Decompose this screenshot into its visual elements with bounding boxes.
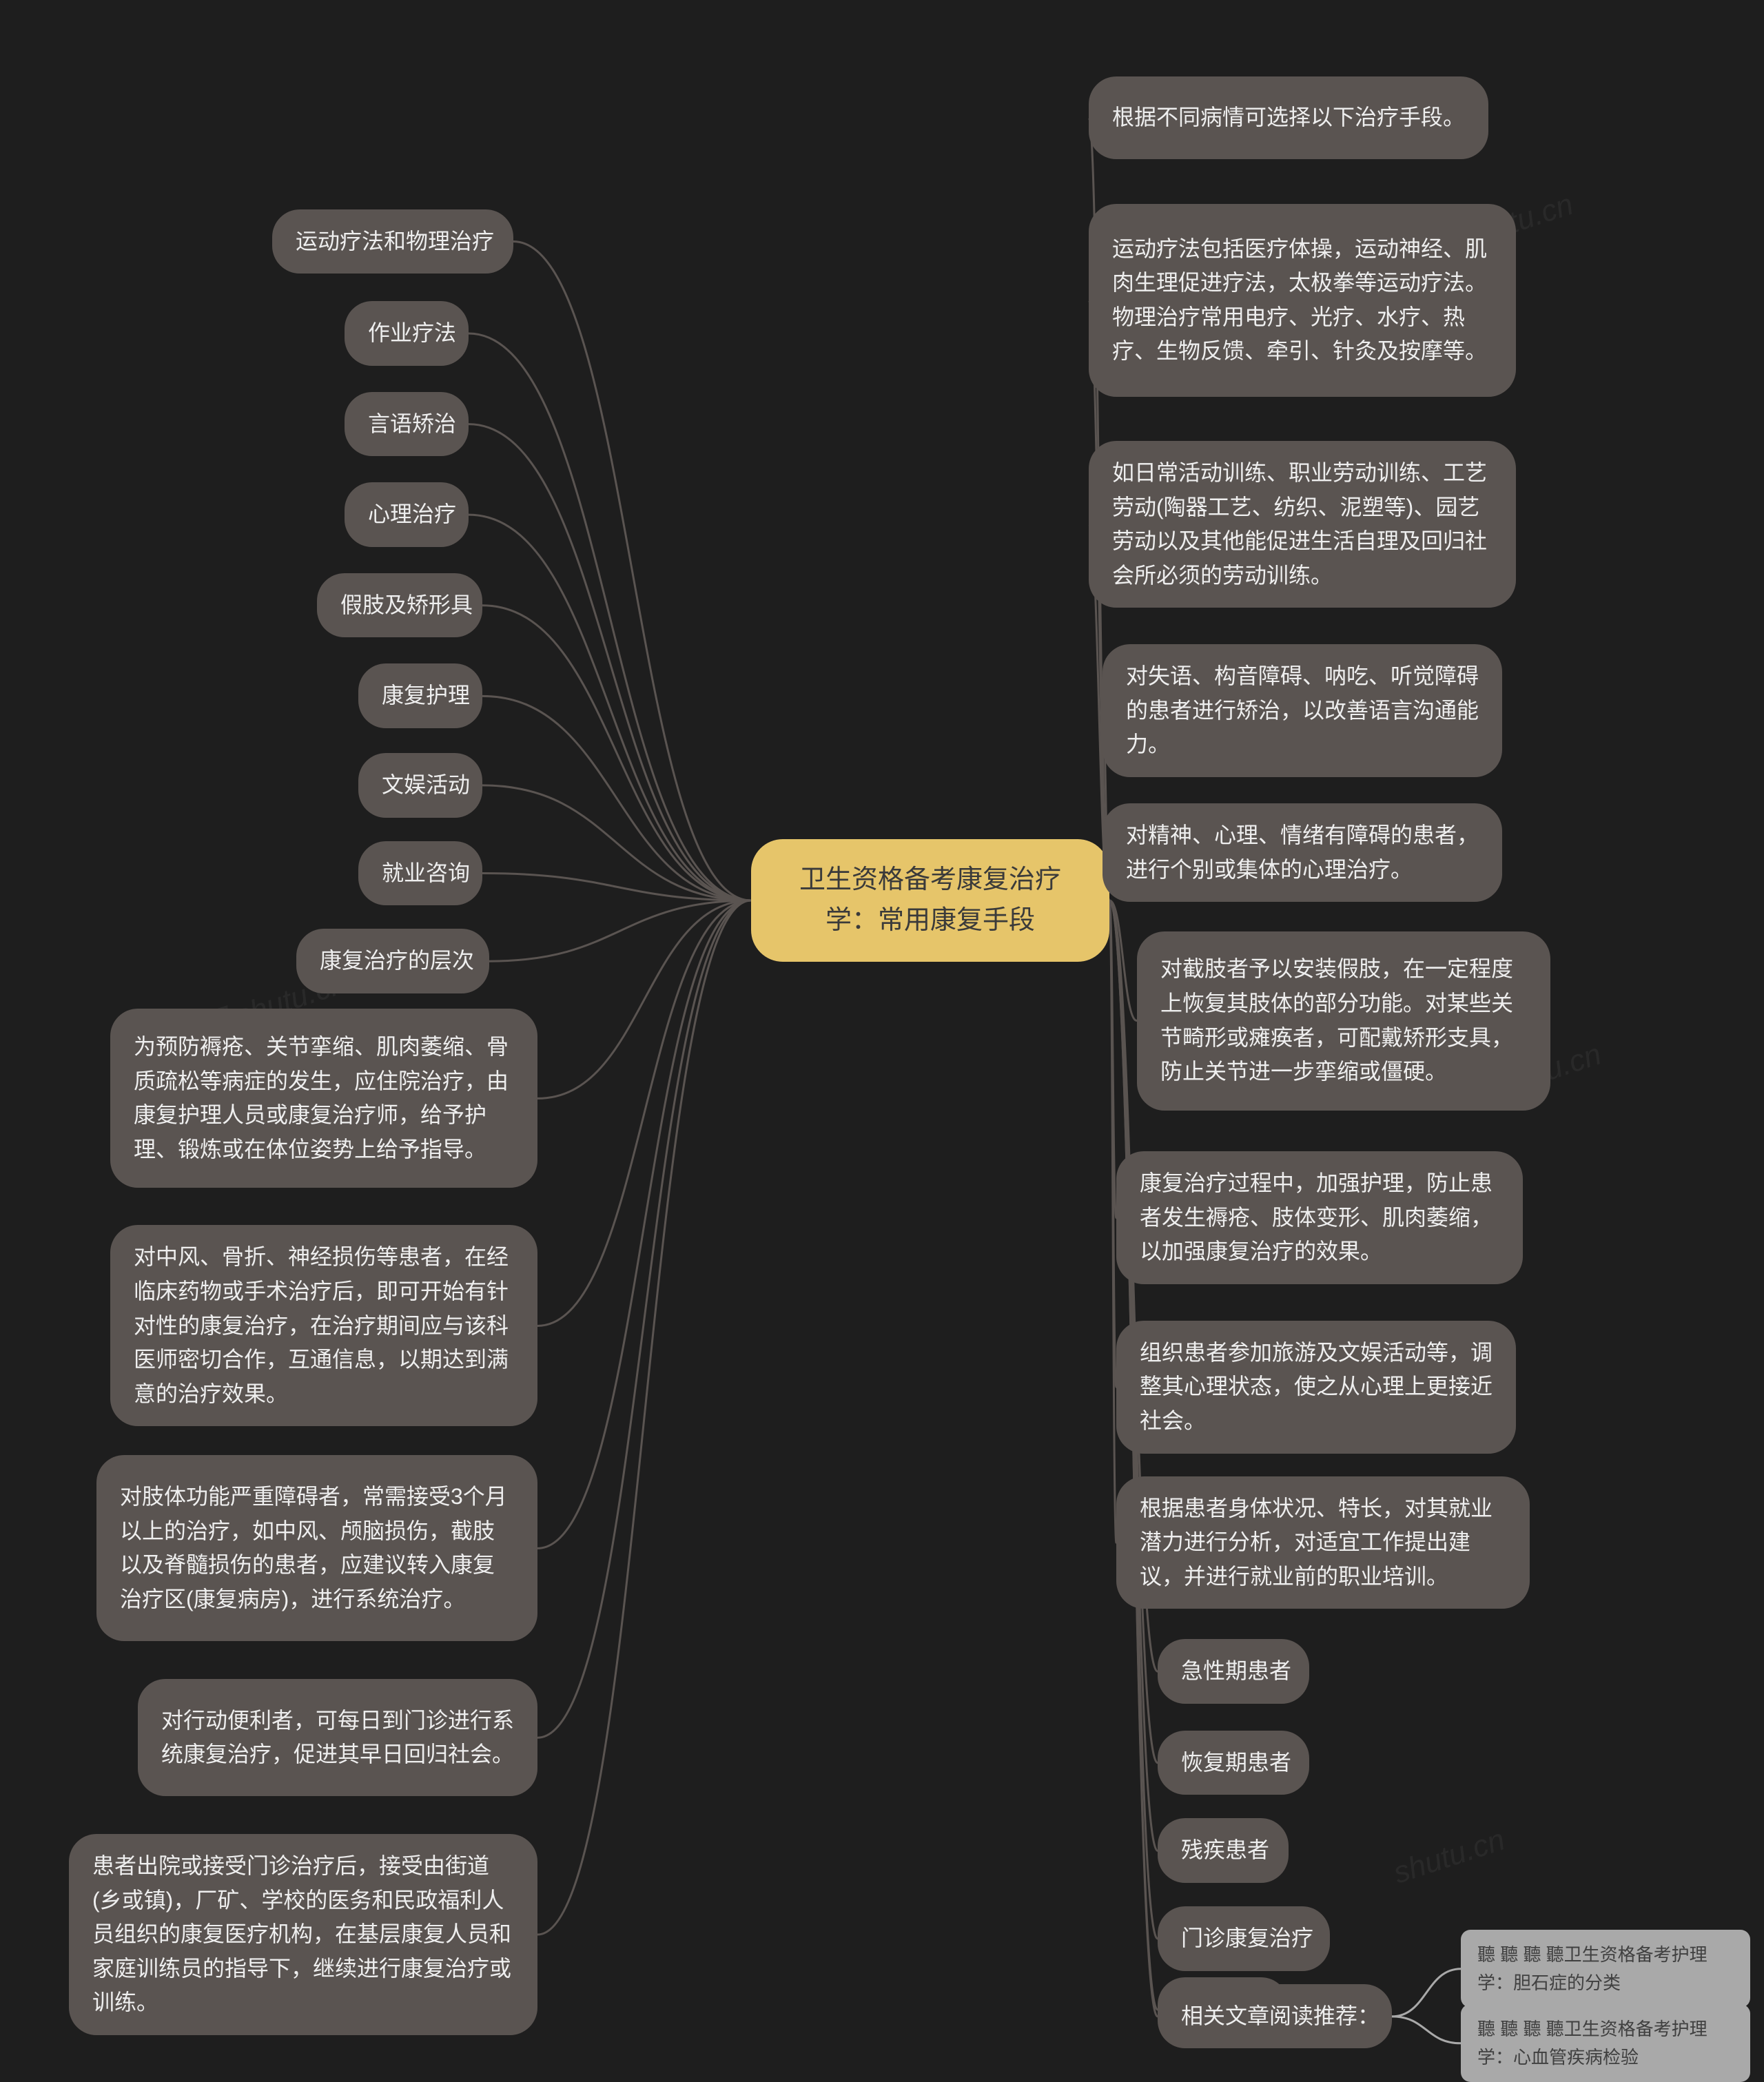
left-node[interactable]: 运动疗法和物理治疗 xyxy=(272,209,513,274)
node-label: 对行动便利者，可每日到门诊进行系统康复治疗，促进其早日回归社会。 xyxy=(161,1704,514,1772)
node-label: 恢复期患者 xyxy=(1181,1746,1291,1780)
left-node[interactable]: 心理治疗 xyxy=(345,482,469,547)
right-node[interactable]: 组织患者参加旅游及文娱活动等，调整其心理状态，使之从心理上更接近社会。 xyxy=(1116,1321,1516,1454)
node-label: 如日常活动训练、职业劳动训练、工艺劳动(陶器工艺、纺织、泥塑等)、园艺劳动以及其… xyxy=(1112,456,1493,592)
left-node[interactable]: 假肢及矫形具 xyxy=(317,573,482,638)
left-node[interactable]: 为预防褥疮、关节挛缩、肌肉萎缩、骨质疏松等病症的发生，应住院治疗，由康复护理人员… xyxy=(110,1009,537,1188)
left-node[interactable]: 言语矫治 xyxy=(345,392,469,457)
left-node[interactable]: 康复治疗的层次 xyxy=(296,929,489,993)
node-label: 文娱活动 xyxy=(382,768,470,803)
right-node[interactable]: 门诊康复治疗 xyxy=(1158,1906,1330,1971)
node-label: 聽 聽 聽 聽卫生资格备考护理学：胆石症的分类 xyxy=(1477,1941,1734,1997)
node-label: 根据不同病情可选择以下治疗手段。 xyxy=(1112,101,1465,135)
leaf-node[interactable]: 聽 聽 聽 聽卫生资格备考护理学：心血管疾病检验 xyxy=(1461,2004,1750,2082)
mindmap-canvas: 树图 shutu.cn 树图 shutu.cn shutu.cn shutu.c… xyxy=(0,0,1764,2063)
node-label: 心理治疗 xyxy=(368,497,456,532)
node-label: 根据患者身体状况、特长，对其就业潜力进行分析，对适宜工作提出建议，并进行就业前的… xyxy=(1140,1492,1506,1594)
node-label: 运动疗法和物理治疗 xyxy=(296,225,494,259)
node-label: 言语矫治 xyxy=(368,407,456,442)
right-node[interactable]: 对失语、构音障碍、呐吃、听觉障碍的患者进行矫治，以改善语言沟通能力。 xyxy=(1102,644,1502,777)
node-label: 对肢体功能严重障碍者，常需接受3个月以上的治疗，如中风、颅脑损伤，截肢以及脊髓损… xyxy=(120,1480,514,1616)
left-node[interactable]: 就业咨询 xyxy=(358,841,482,906)
node-label: 对失语、构音障碍、呐吃、听觉障碍的患者进行矫治，以改善语言沟通能力。 xyxy=(1126,659,1479,762)
right-node[interactable]: 残疾患者 xyxy=(1158,1818,1289,1883)
right-node[interactable]: 如日常活动训练、职业劳动训练、工艺劳动(陶器工艺、纺织、泥塑等)、园艺劳动以及其… xyxy=(1089,441,1516,608)
node-label: 作业疗法 xyxy=(368,316,456,351)
node-label: 对中风、骨折、神经损伤等患者，在经临床药物或手术治疗后，即可开始有针对性的康复治… xyxy=(134,1240,514,1411)
right-node[interactable]: 对精神、心理、情绪有障碍的患者，进行个别或集体的心理治疗。 xyxy=(1102,803,1502,902)
node-label: 急性期患者 xyxy=(1181,1654,1291,1689)
left-node[interactable]: 对行动便利者，可每日到门诊进行系统康复治疗，促进其早日回归社会。 xyxy=(138,1679,537,1796)
root-node[interactable]: 卫生资格备考康复治疗学：常用康复手段 xyxy=(751,839,1109,962)
right-node[interactable]: 急性期患者 xyxy=(1158,1639,1309,1704)
left-node[interactable]: 康复护理 xyxy=(358,663,482,728)
node-label: 运动疗法包括医疗体操，运动神经、肌肉生理促进疗法，太极拳等运动疗法。物理治疗常用… xyxy=(1112,232,1493,369)
right-node[interactable]: 根据患者身体状况、特长，对其就业潜力进行分析，对适宜工作提出建议，并进行就业前的… xyxy=(1116,1476,1530,1609)
node-label: 康复护理 xyxy=(382,679,470,713)
leaf-node[interactable]: 聽 聽 聽 聽卫生资格备考护理学：胆石症的分类 xyxy=(1461,1930,1750,2008)
left-node[interactable]: 作业疗法 xyxy=(345,301,469,366)
left-node[interactable]: 对中风、骨折、神经损伤等患者，在经临床药物或手术治疗后，即可开始有针对性的康复治… xyxy=(110,1225,537,1426)
watermark: shutu.cn xyxy=(1389,1823,1509,1891)
node-label: 聽 聽 聽 聽卫生资格备考护理学：心血管疾病检验 xyxy=(1477,2015,1734,2071)
node-label: 为预防褥疮、关节挛缩、肌肉萎缩、骨质疏松等病症的发生，应住院治疗，由康复护理人员… xyxy=(134,1030,514,1166)
left-node[interactable]: 对肢体功能严重障碍者，常需接受3个月以上的治疗，如中风、颅脑损伤，截肢以及脊髓损… xyxy=(96,1455,537,1641)
root-label: 卫生资格备考康复治疗学：常用康复手段 xyxy=(781,860,1079,941)
node-label: 假肢及矫形具 xyxy=(340,588,473,623)
left-node[interactable]: 文娱活动 xyxy=(358,753,482,818)
right-node[interactable]: 康复治疗过程中，加强护理，防止患者发生褥疮、肢体变形、肌肉萎缩，以加强康复治疗的… xyxy=(1116,1151,1523,1284)
node-label: 患者出院或接受门诊治疗后，接受由街道(乡或镇)，厂矿、学校的医务和民政福利人员组… xyxy=(92,1849,514,2020)
node-label: 相关文章阅读推荐： xyxy=(1181,1999,1380,2034)
node-label: 康复治疗过程中，加强护理，防止患者发生褥疮、肢体变形、肌肉萎缩，以加强康复治疗的… xyxy=(1140,1166,1499,1269)
node-label: 康复治疗的层次 xyxy=(320,944,474,978)
node-label: 对精神、心理、情绪有障碍的患者，进行个别或集体的心理治疗。 xyxy=(1126,818,1479,887)
right-node[interactable]: 对截肢者予以安装假肢，在一定程度上恢复其肢体的部分功能。对某些关节畸形或瘫痪者，… xyxy=(1137,931,1550,1111)
left-node[interactable]: 患者出院或接受门诊治疗后，接受由街道(乡或镇)，厂矿、学校的医务和民政福利人员组… xyxy=(69,1834,537,2035)
node-label: 门诊康复治疗 xyxy=(1181,1921,1313,1956)
node-label: 组织患者参加旅游及文娱活动等，调整其心理状态，使之从心理上更接近社会。 xyxy=(1140,1336,1493,1439)
right-node[interactable]: 相关文章阅读推荐： xyxy=(1158,1984,1392,2049)
right-node[interactable]: 根据不同病情可选择以下治疗手段。 xyxy=(1089,76,1488,159)
node-label: 就业咨询 xyxy=(382,856,470,891)
node-label: 残疾患者 xyxy=(1181,1833,1269,1868)
node-label: 对截肢者予以安装假肢，在一定程度上恢复其肢体的部分功能。对某些关节畸形或瘫痪者，… xyxy=(1160,952,1527,1089)
right-node[interactable]: 恢复期患者 xyxy=(1158,1731,1309,1795)
right-node[interactable]: 运动疗法包括医疗体操，运动神经、肌肉生理促进疗法，太极拳等运动疗法。物理治疗常用… xyxy=(1089,204,1516,397)
